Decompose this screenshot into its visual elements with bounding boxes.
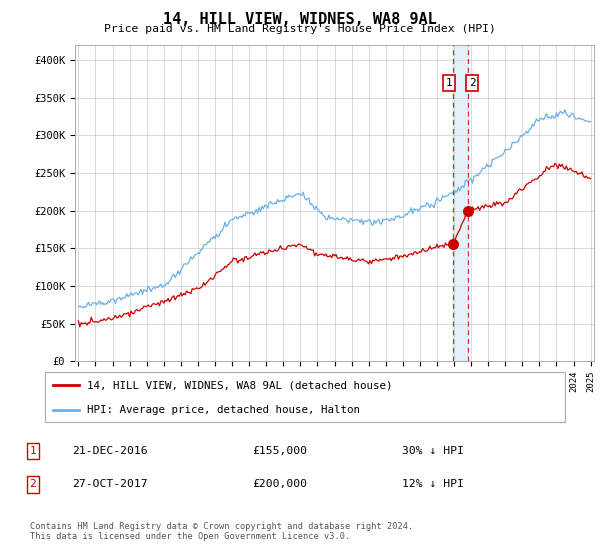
Text: Contains HM Land Registry data © Crown copyright and database right 2024.
This d: Contains HM Land Registry data © Crown c… — [30, 522, 413, 542]
Text: £200,000: £200,000 — [252, 479, 307, 489]
Text: 30% ↓ HPI: 30% ↓ HPI — [402, 446, 464, 456]
FancyBboxPatch shape — [44, 372, 565, 422]
Text: 1: 1 — [446, 78, 452, 88]
Text: 14, HILL VIEW, WIDNES, WA8 9AL: 14, HILL VIEW, WIDNES, WA8 9AL — [163, 12, 437, 27]
Text: 21-DEC-2016: 21-DEC-2016 — [72, 446, 148, 456]
Text: 12% ↓ HPI: 12% ↓ HPI — [402, 479, 464, 489]
Text: £155,000: £155,000 — [252, 446, 307, 456]
Text: HPI: Average price, detached house, Halton: HPI: Average price, detached house, Halt… — [87, 405, 360, 415]
Text: 2: 2 — [29, 479, 37, 489]
Text: 14, HILL VIEW, WIDNES, WA8 9AL (detached house): 14, HILL VIEW, WIDNES, WA8 9AL (detached… — [87, 380, 392, 390]
Bar — [454, 45, 468, 361]
Text: Price paid vs. HM Land Registry's House Price Index (HPI): Price paid vs. HM Land Registry's House … — [104, 24, 496, 34]
Text: 27-OCT-2017: 27-OCT-2017 — [72, 479, 148, 489]
Text: 2: 2 — [469, 78, 476, 88]
Text: 1: 1 — [29, 446, 37, 456]
